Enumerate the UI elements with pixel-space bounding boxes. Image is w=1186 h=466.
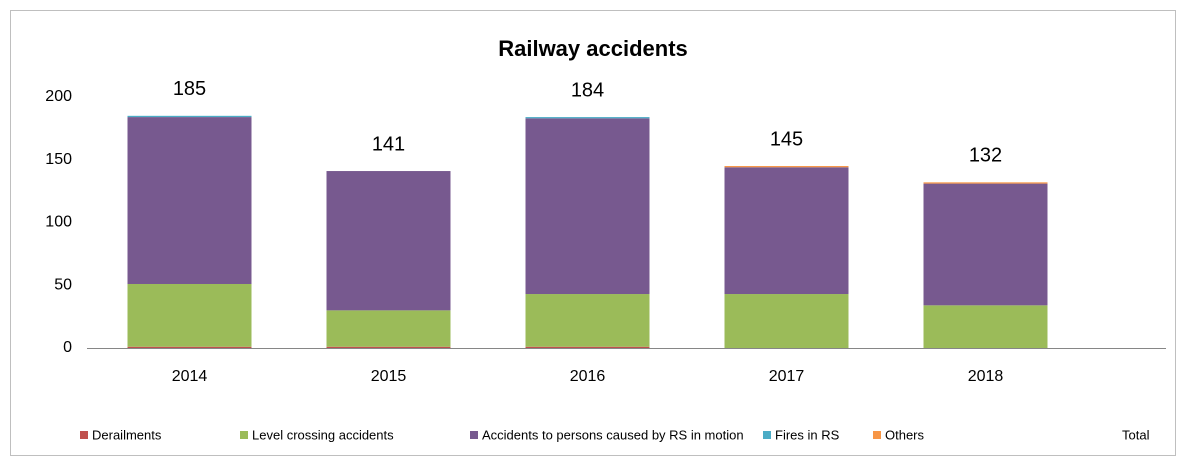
- bar-segment: [724, 294, 849, 348]
- bar-segment: [525, 118, 650, 295]
- total-label: 141: [372, 133, 405, 155]
- total-label: 145: [770, 128, 803, 150]
- bar-segment: [127, 346, 252, 348]
- bar-segment: [923, 183, 1048, 306]
- bar-segment: [525, 294, 650, 347]
- bar-segment: [525, 117, 650, 119]
- legend-label: Others: [885, 427, 925, 442]
- legend-marker: [470, 431, 478, 439]
- bar-segment: [326, 310, 451, 347]
- total-label: 184: [571, 79, 604, 101]
- y-tick-label: 50: [54, 276, 72, 293]
- bar-segment: [326, 171, 451, 311]
- legend-label: Accidents to persons caused by RS in mot…: [482, 427, 744, 442]
- bar-segment: [923, 182, 1048, 184]
- total-label: 185: [173, 78, 206, 100]
- x-tick-label: 2017: [769, 368, 805, 385]
- bar-segment: [326, 346, 451, 348]
- bar-segment: [127, 283, 252, 347]
- x-tick-label: 2018: [968, 368, 1004, 385]
- legend-marker: [240, 431, 248, 439]
- x-tick-label: 2016: [570, 368, 606, 385]
- y-tick-label: 100: [45, 214, 72, 231]
- bar-segment: [724, 167, 849, 295]
- legend-label: Fires in RS: [775, 427, 840, 442]
- y-tick-label: 200: [45, 88, 72, 105]
- chart-title: Railway accidents: [498, 36, 688, 61]
- bar-segment: [127, 117, 252, 284]
- legend-marker: [873, 431, 881, 439]
- legend-label: Total: [1122, 427, 1150, 442]
- bar-segment: [724, 166, 849, 168]
- x-tick-label: 2014: [172, 368, 208, 385]
- total-label: 132: [969, 145, 1002, 167]
- legend-label: Level crossing accidents: [252, 427, 394, 442]
- bar-segment: [127, 115, 252, 118]
- x-tick-label: 2015: [371, 368, 407, 385]
- legend-label: Derailments: [92, 427, 162, 442]
- legend-marker: [763, 431, 771, 439]
- y-tick-label: 0: [63, 339, 72, 356]
- legend-marker: [80, 431, 88, 439]
- bar-segment: [923, 305, 1048, 348]
- y-tick-label: 150: [45, 151, 72, 168]
- bar-segment: [525, 346, 650, 348]
